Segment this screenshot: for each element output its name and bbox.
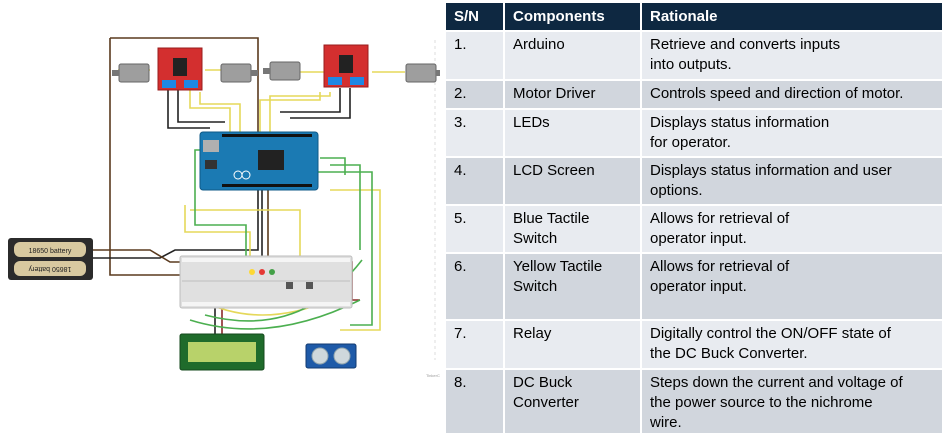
- battery-label-bottom: 18650 battery: [28, 265, 71, 272]
- rationale-line: wire.: [650, 413, 934, 433]
- component-line: Yellow Tactile: [513, 257, 632, 277]
- table-row: 6. Yellow Tactile Switch Allows for retri…: [446, 253, 942, 320]
- row-rationale: Steps down the current and voltage of the…: [641, 369, 942, 433]
- row-sn: 1.: [446, 31, 504, 80]
- component-line: Converter: [513, 393, 632, 413]
- row-sn: 2.: [446, 80, 504, 109]
- table-row: 2. Motor Driver Controls speed and direc…: [446, 80, 942, 109]
- dc-motor-4: [406, 64, 440, 82]
- rationale-line: Steps down the current and voltage of: [650, 373, 934, 393]
- rationale-line: options.: [650, 181, 934, 201]
- component-line: Motor Driver: [513, 84, 632, 104]
- row-component: LCD Screen: [504, 157, 641, 205]
- table-row: 4. LCD Screen Displays status informatio…: [446, 157, 942, 205]
- tinkercad-watermark: TinkerCad: [426, 373, 440, 378]
- table-header-row: S/N Components Rationale: [446, 3, 942, 31]
- table-row: 1. Arduino Retrieve and converts inputs i…: [446, 31, 942, 80]
- row-rationale: Controls speed and direction of motor.: [641, 80, 942, 109]
- row-sn: 3.: [446, 109, 504, 157]
- row-component: Arduino: [504, 31, 641, 80]
- arduino-board: [200, 132, 318, 190]
- rationale-line: Retrieve and converts inputs: [650, 35, 934, 55]
- header-sn: S/N: [446, 3, 504, 31]
- components-table: S/N Components Rationale 1. Arduino Retr…: [446, 3, 942, 433]
- rationale-line: Controls speed and direction of motor.: [650, 84, 934, 104]
- rationale-line: Allows for retrieval of: [650, 257, 934, 277]
- circuit-diagram: 18650 battery 18650 battery TinkerCad: [0, 0, 440, 442]
- row-component: DC Buck Converter: [504, 369, 641, 433]
- row-rationale: Allows for retrieval of operator input.: [641, 253, 942, 320]
- component-line: LCD Screen: [513, 161, 632, 181]
- breadboard: [180, 256, 352, 308]
- row-component: Motor Driver: [504, 80, 641, 109]
- rationale-line: into outputs.: [650, 55, 934, 75]
- rationale-line: the DC Buck Converter.: [650, 344, 934, 364]
- component-line: Arduino: [513, 35, 632, 55]
- row-component: Relay: [504, 320, 641, 369]
- battery-pack: 18650 battery 18650 battery: [8, 238, 93, 280]
- row-sn: 4.: [446, 157, 504, 205]
- ultrasonic-sensor: [306, 344, 356, 368]
- rationale-line: Displays status information: [650, 113, 934, 133]
- component-line: Blue Tactile: [513, 209, 632, 229]
- row-sn: 6.: [446, 253, 504, 320]
- rationale-line: Digitally control the ON/OFF state of: [650, 324, 934, 344]
- row-sn: 8.: [446, 369, 504, 433]
- component-line: Relay: [513, 324, 632, 344]
- table-row: 7. Relay Digitally control the ON/OFF st…: [446, 320, 942, 369]
- row-rationale: Retrieve and converts inputs into outputs…: [641, 31, 942, 80]
- row-rationale: Allows for retrieval of operator input.: [641, 205, 942, 253]
- row-rationale: Digitally control the ON/OFF state of the…: [641, 320, 942, 369]
- rationale-line: for operator.: [650, 133, 934, 153]
- component-line: LEDs: [513, 113, 632, 133]
- component-line: Switch: [513, 277, 632, 297]
- component-line: DC Buck: [513, 373, 632, 393]
- component-line: Switch: [513, 229, 632, 249]
- row-rationale: Displays status information for operator.: [641, 109, 942, 157]
- row-component: Blue Tactile Switch: [504, 205, 641, 253]
- rationale-line: Displays status information and user: [650, 161, 934, 181]
- dc-motor-3: [263, 62, 300, 80]
- header-rationale: Rationale: [641, 3, 942, 31]
- rationale-line: operator input.: [650, 229, 934, 249]
- row-component: Yellow Tactile Switch: [504, 253, 641, 320]
- rationale-line: Allows for retrieval of: [650, 209, 934, 229]
- table-row: 8. DC Buck Converter Steps down the curre…: [446, 369, 942, 433]
- row-sn: 5.: [446, 205, 504, 253]
- rationale-line: the power source to the nichrome: [650, 393, 934, 413]
- table-row: 3. LEDs Displays status information for o…: [446, 109, 942, 157]
- dc-motor-2: [221, 64, 258, 82]
- row-sn: 7.: [446, 320, 504, 369]
- motor-driver-left: [158, 48, 202, 90]
- motor-driver-right: [324, 45, 368, 87]
- rationale-line: operator input.: [650, 277, 934, 297]
- table-row: 5. Blue Tactile Switch Allows for retriev…: [446, 205, 942, 253]
- row-rationale: Displays status information and user opti…: [641, 157, 942, 205]
- lcd-screen: [180, 334, 264, 370]
- row-component: LEDs: [504, 109, 641, 157]
- dc-motor-1: [112, 64, 149, 82]
- header-components: Components: [504, 3, 641, 31]
- battery-label-top: 18650 battery: [29, 248, 72, 255]
